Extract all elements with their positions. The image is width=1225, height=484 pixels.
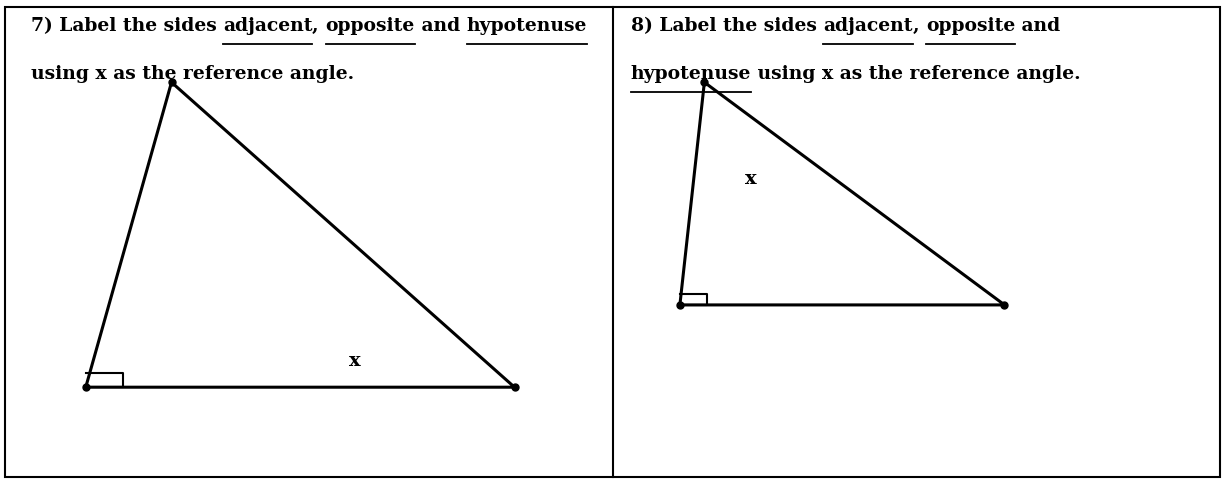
- Text: 7) Label the sides: 7) Label the sides: [31, 17, 223, 35]
- Text: ,: ,: [312, 17, 326, 35]
- Text: using x as the reference angle.: using x as the reference angle.: [751, 65, 1080, 83]
- Text: opposite: opposite: [926, 17, 1016, 35]
- Text: and: and: [415, 17, 467, 35]
- Text: x: x: [745, 170, 756, 188]
- Text: x: x: [349, 351, 360, 370]
- Text: using x as the reference angle.: using x as the reference angle.: [31, 65, 354, 83]
- Text: hypotenuse: hypotenuse: [467, 17, 587, 35]
- Text: adjacent: adjacent: [223, 17, 312, 35]
- Text: ,: ,: [913, 17, 926, 35]
- Text: opposite: opposite: [326, 17, 415, 35]
- Text: hypotenuse: hypotenuse: [631, 65, 751, 83]
- Text: 8) Label the sides: 8) Label the sides: [631, 17, 823, 35]
- Text: and: and: [1016, 17, 1061, 35]
- Text: adjacent: adjacent: [823, 17, 913, 35]
